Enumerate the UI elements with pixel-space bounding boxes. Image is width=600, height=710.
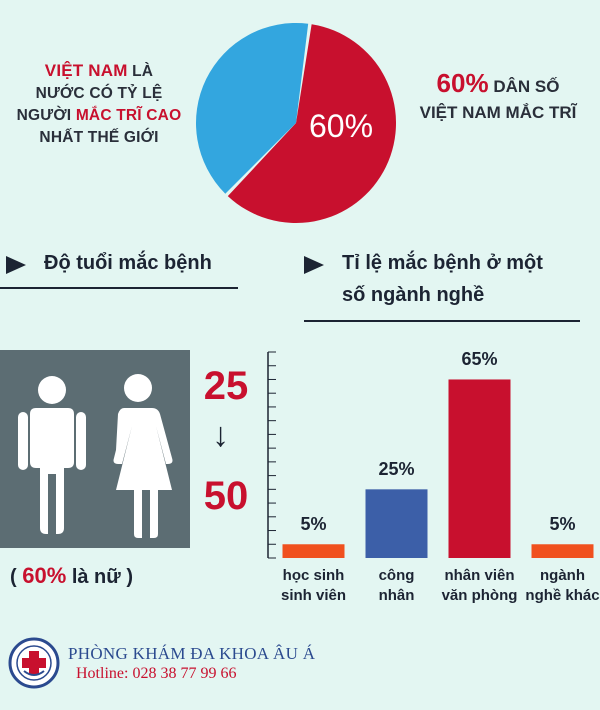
pie-chart (193, 20, 399, 226)
job-heading-line1: Tỉ lệ mắc bệnh ở một (342, 252, 543, 274)
people-panel (0, 350, 190, 548)
category-label-2: nhân viên văn phòng (437, 566, 523, 606)
category-label-0: học sinh sinh viên (271, 566, 357, 606)
hotline: Hotline: 028 38 77 99 66 (76, 665, 237, 682)
male-figure-icon (18, 376, 86, 534)
intro-highlight-high: MẮC TRĨ CAO (75, 107, 182, 124)
intro-text-4: NHẤT THẾ GIỚI (39, 129, 159, 146)
category-label-line: công (378, 567, 415, 584)
bar-0 (282, 544, 345, 558)
clinic-logo-icon (8, 637, 60, 689)
category-label-line: nghề khác (525, 587, 600, 604)
bar-1 (365, 489, 428, 558)
age-to: 50 (203, 474, 249, 518)
category-label-line: văn phòng (441, 587, 518, 604)
intro-text-2: NƯỚC CÓ TỶ LỆ (35, 85, 163, 102)
arrow-bullet-icon (6, 256, 26, 274)
job-heading-line2: số ngành nghề (342, 284, 485, 306)
age-heading: Độ tuổi mắc bệnh (44, 252, 212, 274)
female-note-rest: là nữ ) (66, 566, 133, 588)
bar-value-label-3: 5% (549, 514, 576, 535)
category-label-1: công nhân (354, 566, 440, 606)
intro-left-text: VIỆT NAM LÀ NƯỚC CÓ TỶ LỆ NGƯỜI MẮC TRĨ … (14, 60, 184, 149)
bar-chart-svg (267, 351, 594, 559)
arrow-bullet-icon (304, 256, 324, 274)
intro-text-1: LÀ (127, 63, 154, 80)
category-label-line: ngành (540, 567, 585, 584)
intro-right-line1: DÂN SỐ (488, 77, 560, 96)
intro-right-text: 60% DÂN SỐ VIỆT NAM MẮC TRĨ (400, 68, 596, 123)
age-from: 25 (203, 364, 249, 408)
bar-3 (531, 544, 594, 558)
category-label-3: ngành nghề khác (520, 566, 600, 606)
category-label-line: nhân (378, 587, 415, 604)
female-figure-icon (113, 374, 173, 538)
clinic-logo (8, 637, 60, 689)
people-svg (18, 374, 173, 538)
intro-right-pct: 60% (436, 68, 489, 98)
intro-right-line2: VIỆT NAM MẮC TRĨ (419, 103, 577, 122)
age-heading-rule (0, 287, 238, 289)
pie-slice-affected (227, 24, 396, 223)
pie-slice-unaffected (196, 22, 309, 194)
bar-value-label-0: 5% (300, 514, 327, 535)
bar-value-label-1: 25% (378, 459, 415, 480)
pie-percent-label: 60% (309, 108, 374, 144)
job-bar-chart: 5% học sinh sinh viên 25% công nhân 65% nhân vi… (262, 344, 600, 604)
intro-text-3: NGƯỜI (16, 107, 76, 124)
category-label-line: học sinh (282, 567, 345, 584)
category-label-line: sinh viên (280, 587, 347, 604)
female-note-open: ( (10, 566, 23, 588)
female-note: ( 60% là nữ ) (10, 563, 133, 589)
job-heading-rule (304, 320, 580, 322)
female-note-pct: 60% (22, 563, 67, 588)
clinic-name: PHÒNG KHÁM ĐA KHOA ÂU Á (68, 644, 316, 663)
category-label-line: nhân viên (444, 567, 515, 584)
pie-svg (196, 22, 396, 223)
bar-value-label-2: 65% (461, 349, 498, 370)
intro-highlight-vietnam: VIỆT NAM (44, 61, 128, 80)
bar-2 (448, 379, 511, 558)
down-arrow-icon: ↓ (212, 416, 229, 454)
